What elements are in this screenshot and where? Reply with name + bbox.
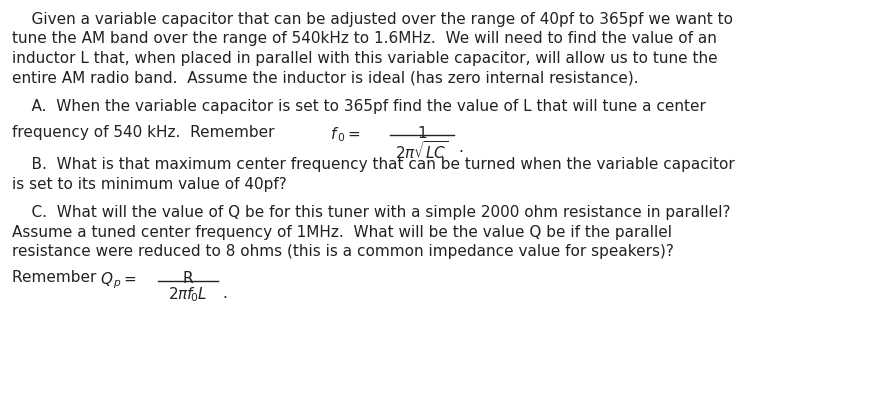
- Text: $f_{\,0}=$: $f_{\,0}=$: [330, 125, 360, 143]
- Text: inductor L that, when placed in parallel with this variable capacitor, will allo: inductor L that, when placed in parallel…: [12, 51, 718, 66]
- Text: $2\pi f_{\!0}L$: $2\pi f_{\!0}L$: [168, 285, 208, 304]
- Text: entire AM radio band.  Assume the inductor is ideal (has zero internal resistanc: entire AM radio band. Assume the inducto…: [12, 70, 639, 85]
- Text: is set to its minimum value of 40pf?: is set to its minimum value of 40pf?: [12, 176, 287, 191]
- Text: $Q_{\,p}=$: $Q_{\,p}=$: [100, 270, 137, 290]
- Text: tune the AM band over the range of 540kHz to 1.6MHz.  We will need to find the v: tune the AM band over the range of 540kH…: [12, 32, 717, 47]
- Text: B.  What is that maximum center frequency that can be turned when the variable c: B. What is that maximum center frequency…: [12, 157, 735, 172]
- Text: Assume a tuned center frequency of 1MHz.  What will be the value Q be if the par: Assume a tuned center frequency of 1MHz.…: [12, 224, 672, 239]
- Text: 1: 1: [418, 126, 426, 141]
- Text: .: .: [458, 140, 463, 155]
- Text: frequency of 540 kHz.  Remember: frequency of 540 kHz. Remember: [12, 125, 284, 140]
- Text: $2\pi\sqrt{LC}$: $2\pi\sqrt{LC}$: [395, 140, 449, 162]
- Text: C.  What will the value of Q be for this tuner with a simple 2000 ohm resistance: C. What will the value of Q be for this …: [12, 205, 730, 220]
- Text: Given a variable capacitor that can be adjusted over the range of 40pf to 365pf : Given a variable capacitor that can be a…: [12, 12, 733, 27]
- Text: resistance were reduced to 8 ohms (this is a common impedance value for speakers: resistance were reduced to 8 ohms (this …: [12, 243, 674, 258]
- Text: Remember: Remember: [12, 270, 106, 285]
- Text: .: .: [222, 285, 227, 300]
- Text: R: R: [183, 271, 194, 286]
- Text: A.  When the variable capacitor is set to 365pf find the value of L that will tu: A. When the variable capacitor is set to…: [12, 98, 706, 113]
